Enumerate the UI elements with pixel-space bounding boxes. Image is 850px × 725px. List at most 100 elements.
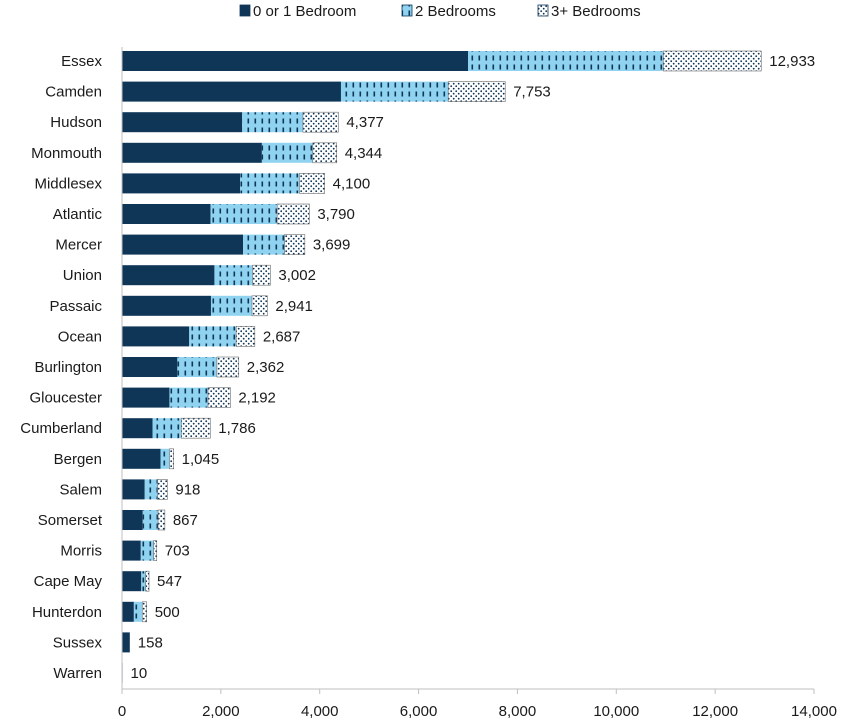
bar-camden-series-2 — [447, 81, 506, 102]
category-label-19: Sussex — [53, 634, 103, 651]
total-label-19: 158 — [138, 634, 163, 651]
legend-label-1: 2 Bedrooms — [415, 3, 496, 20]
category-label-7: Union — [63, 267, 102, 284]
category-label-10: Burlington — [34, 359, 102, 376]
bar-somerset-series-2 — [157, 509, 166, 531]
total-label-0: 12,933 — [769, 53, 815, 70]
bar-salem-series-0 — [122, 479, 145, 500]
bar-somerset-series-0 — [122, 510, 143, 530]
legend-swatch-0 — [239, 4, 251, 17]
bar-bergen-series-2 — [169, 448, 174, 470]
bar-union-series-1 — [214, 265, 253, 286]
total-label-7: 3,002 — [278, 267, 316, 284]
x-tick-label-2: 4,000 — [301, 703, 339, 720]
bar-passaic-series-2 — [251, 295, 268, 317]
bar-burlington-series-0 — [122, 357, 178, 377]
x-tick-label-1: 2,000 — [202, 703, 240, 720]
bar-passaic-series-0 — [122, 295, 211, 316]
category-label-0: Essex — [61, 53, 102, 70]
x-tick-label-6: 12,000 — [692, 703, 738, 720]
bar-hudson-series-0 — [122, 112, 243, 133]
category-label-9: Ocean — [58, 328, 102, 345]
bar-passaic-series-1 — [210, 295, 252, 316]
category-label-13: Bergen — [54, 451, 102, 468]
total-label-8: 2,941 — [275, 298, 313, 315]
total-label-13: 1,045 — [182, 451, 220, 468]
bar-morris-series-0 — [122, 540, 141, 561]
bar-monmouth-series-1 — [261, 142, 313, 163]
bar-atlantic-series-1 — [210, 204, 278, 224]
bar-mercer-series-1 — [243, 234, 285, 255]
bar-monmouth-series-0 — [122, 142, 262, 163]
bar-bergen-series-1 — [160, 448, 170, 469]
category-label-2: Hudson — [50, 114, 102, 131]
bar-middlesex-series-1 — [240, 173, 300, 194]
bar-hunterdon-series-1 — [133, 601, 143, 622]
legend-swatch-2 — [537, 4, 549, 17]
bar-ocean-series-1 — [189, 326, 237, 347]
legend-label-2: 3+ Bedrooms — [551, 3, 641, 20]
category-label-3: Monmouth — [31, 145, 102, 162]
bar-middlesex-series-2 — [299, 173, 325, 194]
bar-mercer-series-2 — [284, 234, 306, 255]
category-labels: Essex Camden Hudson Monmouth Middlesex Atlant… — [20, 53, 103, 682]
total-label-20: 10 — [130, 665, 147, 682]
bar-salem-series-2 — [157, 479, 168, 500]
bar-hudson-series-2 — [302, 111, 339, 133]
bar-gloucester-series-2 — [207, 387, 231, 408]
x-tick-label-4: 8,000 — [499, 703, 537, 720]
bar-camden-series-0 — [122, 81, 341, 102]
total-label-16: 703 — [165, 543, 190, 560]
bar-morris-series-1 — [140, 540, 154, 561]
category-label-12: Cumberland — [20, 420, 102, 437]
bar-cumberland-series-1 — [152, 418, 182, 439]
bar-cape-may-series-1 — [141, 571, 146, 592]
total-label-2: 4,377 — [346, 114, 384, 131]
total-label-4: 4,100 — [333, 175, 371, 192]
total-label-18: 500 — [155, 604, 180, 621]
total-label-5: 3,790 — [317, 206, 355, 223]
bar-bergen-series-0 — [122, 448, 161, 469]
total-label-15: 867 — [173, 512, 198, 529]
bar-hunterdon-series-2 — [141, 601, 148, 623]
category-label-20: Warren — [53, 665, 102, 682]
bar-essex-series-1 — [468, 51, 664, 71]
bar-cumberland-series-2 — [181, 417, 211, 439]
x-tick-label-5: 10,000 — [593, 703, 639, 720]
category-label-5: Atlantic — [53, 206, 103, 223]
total-label-12: 1,786 — [218, 420, 256, 437]
bar-ocean-series-2 — [235, 326, 256, 347]
legend-label-0: 0 or 1 Bedroom — [253, 3, 356, 20]
bar-union-series-2 — [252, 264, 271, 286]
bar-middlesex-series-0 — [122, 173, 241, 194]
bar-mercer-series-0 — [122, 234, 244, 255]
category-label-17: Cape May — [34, 573, 103, 590]
legend: 0 or 1 Bedroom 2 Bedrooms 3+ Bedrooms — [239, 3, 641, 20]
bar-essex-series-0 — [122, 51, 468, 71]
total-label-14: 918 — [175, 481, 200, 498]
bar-cape-may-series-2 — [145, 570, 150, 592]
bar-atlantic-series-2 — [276, 203, 310, 225]
bars — [122, 50, 762, 683]
bar-union-series-0 — [122, 265, 215, 286]
total-label-11: 2,192 — [238, 390, 276, 407]
total-label-6: 3,699 — [313, 237, 351, 254]
bar-ocean-series-0 — [122, 326, 190, 347]
bar-cape-may-series-0 — [122, 571, 142, 592]
total-label-1: 7,753 — [513, 84, 551, 101]
x-tick-label-3: 6,000 — [400, 703, 438, 720]
total-label-3: 4,344 — [345, 145, 383, 162]
category-label-16: Morris — [60, 543, 102, 560]
bar-gloucester-series-1 — [169, 387, 209, 408]
x-tick-label-0: 0 — [118, 703, 126, 720]
total-label-17: 547 — [157, 573, 182, 590]
total-label-10: 2,362 — [247, 359, 285, 376]
bar-salem-series-1 — [144, 479, 158, 500]
bar-burlington-series-2 — [216, 356, 240, 378]
bar-monmouth-series-2 — [312, 142, 338, 164]
category-label-18: Hunterdon — [32, 604, 102, 621]
x-axis: 0 2,000 4,000 6,000 8,000 10,000 12,000 14,000 — [118, 688, 837, 720]
bar-somerset-series-1 — [142, 510, 159, 530]
category-label-8: Passaic — [49, 298, 102, 315]
x-tick-label-7: 14,000 — [791, 703, 837, 720]
